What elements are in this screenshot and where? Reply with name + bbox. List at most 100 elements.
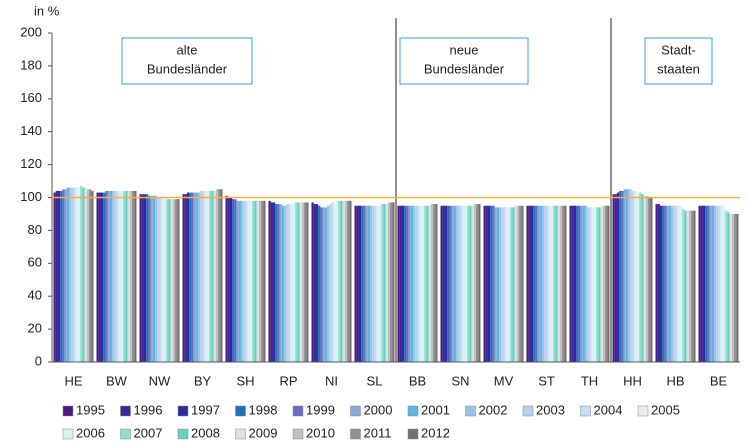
bar: [340, 200, 343, 362]
bar: [471, 205, 474, 362]
bar: [272, 202, 276, 362]
bar: [324, 207, 328, 362]
bar: [612, 194, 615, 362]
bar: [123, 190, 126, 362]
bar: [408, 205, 411, 362]
bar: [120, 190, 124, 362]
bar: [487, 205, 491, 362]
bar: [220, 189, 223, 362]
bar: [494, 207, 497, 362]
y-axis-label: in %: [34, 3, 60, 18]
legend-label: 2012: [421, 425, 450, 440]
bar: [320, 207, 323, 362]
bar: [433, 204, 436, 362]
bar: [501, 207, 504, 362]
bar: [166, 199, 169, 362]
bar: [593, 207, 597, 362]
bar: [576, 205, 579, 362]
bar: [114, 190, 117, 362]
bar: [301, 202, 305, 362]
bar: [354, 205, 357, 362]
bar: [490, 205, 493, 362]
bar: [462, 205, 465, 362]
legend-label: 2009: [249, 425, 278, 440]
bar: [148, 195, 151, 362]
legend-swatch: [522, 405, 534, 417]
legend-swatch: [292, 428, 304, 440]
bar: [249, 200, 253, 362]
bar: [514, 205, 517, 362]
bar: [573, 205, 577, 362]
bar: [539, 205, 543, 362]
bar: [473, 204, 477, 362]
bar: [625, 189, 629, 362]
bar: [478, 204, 481, 362]
bar: [365, 205, 368, 362]
bar: [284, 205, 287, 362]
bar: [105, 190, 108, 362]
bar: [657, 204, 660, 362]
bar: [679, 205, 683, 362]
bar: [589, 207, 592, 362]
bar: [585, 205, 588, 362]
bar: [270, 202, 273, 362]
bar: [711, 205, 715, 362]
bar: [535, 205, 538, 362]
legend-swatch: [120, 405, 131, 417]
bar: [591, 207, 594, 362]
bar: [458, 205, 461, 362]
bar: [268, 200, 271, 362]
bar: [279, 204, 282, 362]
x-tick-label: HH: [623, 373, 642, 388]
bar: [698, 205, 701, 362]
bar: [358, 205, 362, 362]
annotation-text: Stadt-: [661, 42, 696, 57]
bar: [469, 205, 472, 362]
legend-swatch: [350, 428, 361, 440]
bar: [413, 205, 416, 362]
bar: [722, 205, 726, 362]
bar: [161, 197, 164, 362]
bar: [172, 199, 176, 362]
bar: [245, 200, 248, 362]
bar: [507, 207, 511, 362]
bar: [96, 192, 99, 362]
bar: [705, 205, 708, 362]
bar: [213, 190, 216, 362]
bar: [668, 205, 672, 362]
bar: [86, 189, 90, 362]
bar: [75, 187, 78, 362]
bar: [89, 189, 92, 362]
bar: [709, 205, 712, 362]
bar: [530, 205, 534, 362]
bar: [206, 190, 210, 362]
bar: [485, 205, 488, 362]
bar: [281, 205, 285, 362]
bar: [447, 205, 450, 362]
bar: [234, 199, 237, 362]
x-tick-label: RP: [279, 373, 297, 388]
bar: [82, 187, 85, 362]
bar: [315, 204, 319, 362]
bar: [731, 213, 735, 362]
bar: [182, 194, 185, 362]
bar: [378, 205, 382, 362]
bar: [636, 192, 640, 362]
y-tick-label: 20: [28, 321, 42, 336]
bar: [367, 205, 371, 362]
bar: [499, 207, 502, 362]
y-tick-label: 60: [28, 255, 42, 270]
bar: [103, 192, 106, 362]
bar: [361, 205, 364, 362]
bar: [290, 204, 293, 362]
bar: [112, 190, 115, 362]
x-tick-label: HE: [64, 373, 82, 388]
bar: [91, 190, 94, 362]
bar: [544, 205, 547, 362]
bar: [243, 200, 246, 362]
bar: [256, 200, 259, 362]
bar: [582, 205, 586, 362]
bar: [157, 197, 160, 362]
bar: [229, 197, 233, 362]
bar: [286, 204, 289, 362]
